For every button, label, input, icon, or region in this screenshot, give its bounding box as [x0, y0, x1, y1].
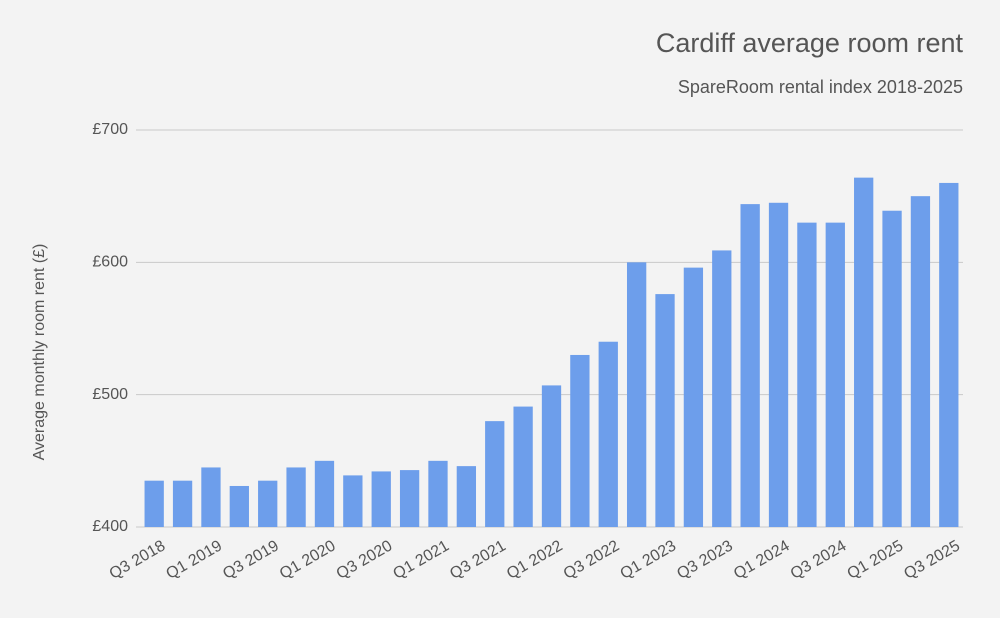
bar — [314, 460, 335, 527]
bar — [144, 480, 164, 527]
y-tick-label: £700 — [92, 121, 128, 138]
bar — [626, 262, 647, 527]
bar — [939, 182, 959, 527]
bar — [655, 294, 675, 527]
bar — [456, 466, 477, 527]
y-tick-label: £500 — [92, 386, 128, 403]
bar — [712, 250, 732, 527]
bar — [513, 406, 533, 527]
bar — [825, 222, 845, 527]
bar — [399, 470, 420, 527]
bar — [570, 354, 590, 527]
bar — [541, 385, 562, 527]
bar — [740, 204, 760, 527]
bar — [371, 471, 391, 527]
chart-title: Cardiff average room rent — [656, 28, 964, 58]
bar — [286, 467, 306, 527]
chart-subtitle: SpareRoom rental index 2018-2025 — [678, 77, 963, 97]
bar — [485, 421, 505, 527]
bar — [201, 467, 221, 527]
bar — [797, 222, 817, 527]
bar — [343, 475, 363, 527]
bar — [229, 485, 249, 527]
bar — [598, 341, 618, 527]
bar — [854, 177, 874, 527]
bar — [768, 202, 789, 528]
bar — [172, 480, 193, 527]
y-tick-label: £400 — [92, 518, 128, 535]
bar — [882, 210, 902, 527]
bar — [258, 480, 278, 527]
bar — [683, 267, 704, 527]
y-axis-label: Average monthly room rent (£) — [31, 244, 48, 461]
y-tick-label: £600 — [92, 254, 128, 271]
bar — [428, 460, 448, 527]
bar — [910, 196, 931, 527]
